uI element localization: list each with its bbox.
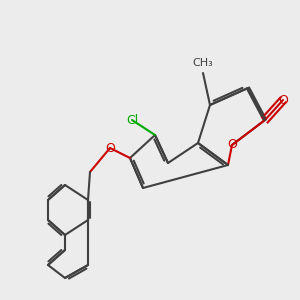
Text: O: O	[278, 94, 288, 106]
Text: Cl: Cl	[126, 113, 138, 127]
Text: CH₃: CH₃	[193, 58, 213, 68]
Text: O: O	[105, 142, 115, 154]
Text: O: O	[227, 139, 237, 152]
